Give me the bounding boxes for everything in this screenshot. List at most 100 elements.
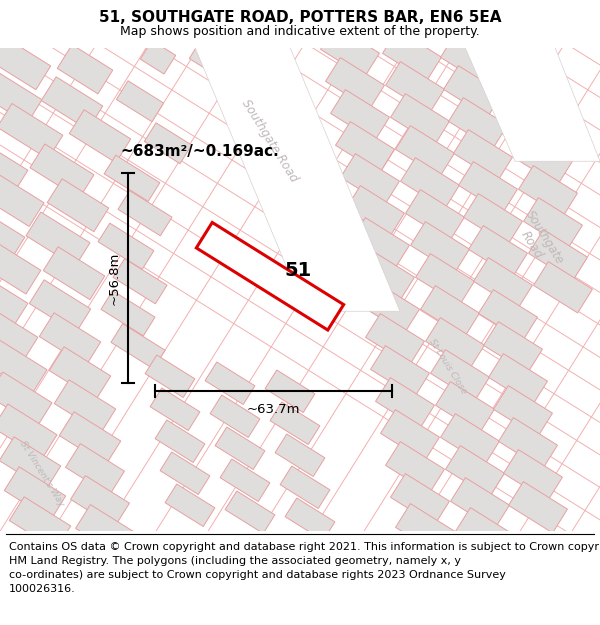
Polygon shape xyxy=(371,346,430,397)
Polygon shape xyxy=(101,291,155,336)
Text: ~683m²/~0.169ac.: ~683m²/~0.169ac. xyxy=(121,144,280,159)
Polygon shape xyxy=(29,280,91,332)
Polygon shape xyxy=(59,412,121,465)
Polygon shape xyxy=(320,26,379,77)
Polygon shape xyxy=(386,442,445,493)
Polygon shape xyxy=(346,186,404,237)
Polygon shape xyxy=(210,395,260,438)
Text: Map shows position and indicative extent of the property.: Map shows position and indicative extent… xyxy=(120,25,480,38)
Polygon shape xyxy=(195,48,400,311)
Polygon shape xyxy=(118,191,172,236)
Polygon shape xyxy=(361,282,419,333)
Polygon shape xyxy=(4,467,66,520)
Polygon shape xyxy=(220,459,270,501)
Polygon shape xyxy=(449,98,508,149)
Text: Southgate Road: Southgate Road xyxy=(239,98,301,185)
Text: St Vincent's Way: St Vincent's Way xyxy=(18,439,66,508)
Polygon shape xyxy=(0,339,47,394)
Polygon shape xyxy=(341,154,400,205)
Polygon shape xyxy=(285,498,335,541)
Polygon shape xyxy=(39,312,101,366)
Polygon shape xyxy=(0,139,28,194)
Polygon shape xyxy=(280,466,330,509)
Polygon shape xyxy=(54,380,116,432)
Polygon shape xyxy=(518,166,577,217)
Polygon shape xyxy=(165,484,215,526)
Polygon shape xyxy=(0,172,44,226)
Polygon shape xyxy=(446,446,505,497)
Polygon shape xyxy=(0,404,57,459)
Polygon shape xyxy=(140,41,176,74)
Polygon shape xyxy=(76,504,134,556)
Polygon shape xyxy=(440,414,499,465)
Text: Southgate
Road: Southgate Road xyxy=(510,208,566,274)
Polygon shape xyxy=(0,104,63,159)
Polygon shape xyxy=(484,322,542,373)
Polygon shape xyxy=(356,249,415,301)
Polygon shape xyxy=(479,289,538,341)
Polygon shape xyxy=(365,314,424,365)
Polygon shape xyxy=(225,491,275,534)
Polygon shape xyxy=(9,497,71,550)
Polygon shape xyxy=(43,247,105,300)
Text: 51: 51 xyxy=(284,261,311,280)
Polygon shape xyxy=(494,386,553,437)
Polygon shape xyxy=(421,286,479,337)
Text: 51, SOUTHGATE ROAD, POTTERS BAR, EN6 5EA: 51, SOUTHGATE ROAD, POTTERS BAR, EN6 5EA xyxy=(99,9,501,24)
Polygon shape xyxy=(275,434,325,476)
Polygon shape xyxy=(326,58,385,109)
Polygon shape xyxy=(65,444,124,495)
Polygon shape xyxy=(98,223,154,269)
Polygon shape xyxy=(416,254,475,305)
Polygon shape xyxy=(533,262,592,313)
Polygon shape xyxy=(443,66,502,117)
Polygon shape xyxy=(383,29,442,81)
Polygon shape xyxy=(380,409,439,461)
Polygon shape xyxy=(26,212,90,266)
Polygon shape xyxy=(503,449,562,501)
Polygon shape xyxy=(150,388,200,431)
Polygon shape xyxy=(469,226,527,277)
Polygon shape xyxy=(205,362,255,404)
Polygon shape xyxy=(331,89,389,141)
Polygon shape xyxy=(0,271,28,327)
Polygon shape xyxy=(47,179,109,232)
Polygon shape xyxy=(465,48,600,161)
Polygon shape xyxy=(509,482,568,533)
Polygon shape xyxy=(270,402,320,444)
Polygon shape xyxy=(391,94,449,145)
Polygon shape xyxy=(401,158,460,209)
Polygon shape xyxy=(500,38,559,89)
Polygon shape xyxy=(509,102,568,153)
Text: ~56.8m: ~56.8m xyxy=(107,251,121,305)
Polygon shape xyxy=(155,420,205,462)
Polygon shape xyxy=(41,77,103,130)
Polygon shape xyxy=(436,382,494,433)
Polygon shape xyxy=(49,347,111,400)
Polygon shape xyxy=(391,474,449,525)
Polygon shape xyxy=(160,452,210,494)
Polygon shape xyxy=(503,69,562,121)
Polygon shape xyxy=(406,189,464,241)
Polygon shape xyxy=(113,259,167,304)
Polygon shape xyxy=(455,508,514,559)
Polygon shape xyxy=(514,134,572,185)
Polygon shape xyxy=(0,437,61,490)
Polygon shape xyxy=(145,355,195,398)
Polygon shape xyxy=(265,370,315,413)
Polygon shape xyxy=(0,37,51,90)
Polygon shape xyxy=(425,318,484,369)
Polygon shape xyxy=(376,378,434,429)
Polygon shape xyxy=(111,324,165,369)
Polygon shape xyxy=(0,239,41,294)
Polygon shape xyxy=(0,306,38,361)
Text: ~63.7m: ~63.7m xyxy=(247,402,300,416)
Polygon shape xyxy=(386,62,445,113)
Polygon shape xyxy=(0,69,42,124)
Polygon shape xyxy=(488,354,547,405)
Polygon shape xyxy=(57,44,113,94)
Polygon shape xyxy=(189,35,251,88)
Polygon shape xyxy=(335,122,394,173)
Text: Contains OS data © Crown copyright and database right 2021. This information is : Contains OS data © Crown copyright and d… xyxy=(9,541,600,594)
Polygon shape xyxy=(145,122,191,164)
